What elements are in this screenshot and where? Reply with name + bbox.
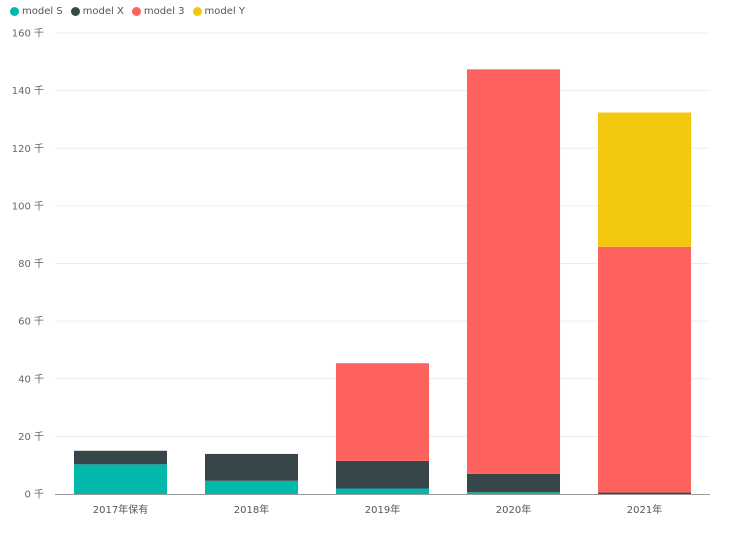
legend-swatch-model-s <box>10 7 19 16</box>
bar-segment-model-3[interactable] <box>335 363 430 461</box>
y-tick-label: 60 千 <box>18 316 44 328</box>
x-tick-label: 2017年保有 <box>93 503 148 516</box>
y-tick-label: 160 千 <box>12 28 44 40</box>
chart-legend: model S model X model 3 model Y <box>10 6 253 17</box>
legend-item-model-x[interactable]: model X <box>70 6 124 17</box>
x-axis: 2017年保有 2018年 2019年 2020年 2021年 <box>55 494 710 516</box>
bar-segment-model-x[interactable] <box>73 450 168 465</box>
bar-plot-area <box>73 69 692 494</box>
bar-segment-model-x[interactable] <box>466 473 561 493</box>
legend-label-model-s: model S <box>22 6 63 17</box>
y-tick-label: 100 千 <box>12 200 44 212</box>
x-tick-label: 2021年 <box>627 503 662 516</box>
bar-segment-model-3[interactable] <box>597 246 692 493</box>
y-axis: 0 千 20 千 40 千 60 千 80 千 100 千 120 千 140 千 160 千 <box>12 28 44 501</box>
bar-segment-model-s[interactable] <box>466 492 561 494</box>
legend-item-model-3[interactable]: model 3 <box>131 6 185 17</box>
legend-label-model-3: model 3 <box>143 6 185 17</box>
y-tick-label: 120 千 <box>12 143 44 155</box>
bar-segment-model-x[interactable] <box>335 460 430 489</box>
legend-item-model-s[interactable]: model S <box>10 6 63 17</box>
x-tick-label: 2019年 <box>365 503 400 516</box>
x-tick-label: 2018年 <box>234 503 269 516</box>
y-tick-label: 80 千 <box>18 258 44 270</box>
y-tick-label: 20 千 <box>18 431 44 443</box>
bar-segment-model-3[interactable] <box>466 69 561 474</box>
bar-segment-model-s[interactable] <box>73 464 168 494</box>
x-tick-label: 2020年 <box>496 503 531 516</box>
legend-swatch-model-3 <box>131 7 141 16</box>
y-tick-label: 140 千 <box>12 85 44 97</box>
bar-segment-model-x[interactable] <box>204 453 299 481</box>
legend-label-model-x: model X <box>82 6 124 17</box>
bar-segment-model-y[interactable] <box>597 112 692 247</box>
legend-item-model-y[interactable]: model Y <box>192 6 245 17</box>
legend-swatch-model-y <box>192 7 202 16</box>
bar-segment-model-s[interactable] <box>335 488 430 494</box>
bar-segment-model-s[interactable] <box>204 480 299 494</box>
y-tick-label: 40 千 <box>18 373 44 385</box>
bar-segment-model-x[interactable] <box>597 492 692 494</box>
legend-label-model-y: model Y <box>204 6 245 17</box>
legend-swatch-model-x <box>70 7 80 16</box>
y-tick-label: 0 千 <box>24 489 44 501</box>
